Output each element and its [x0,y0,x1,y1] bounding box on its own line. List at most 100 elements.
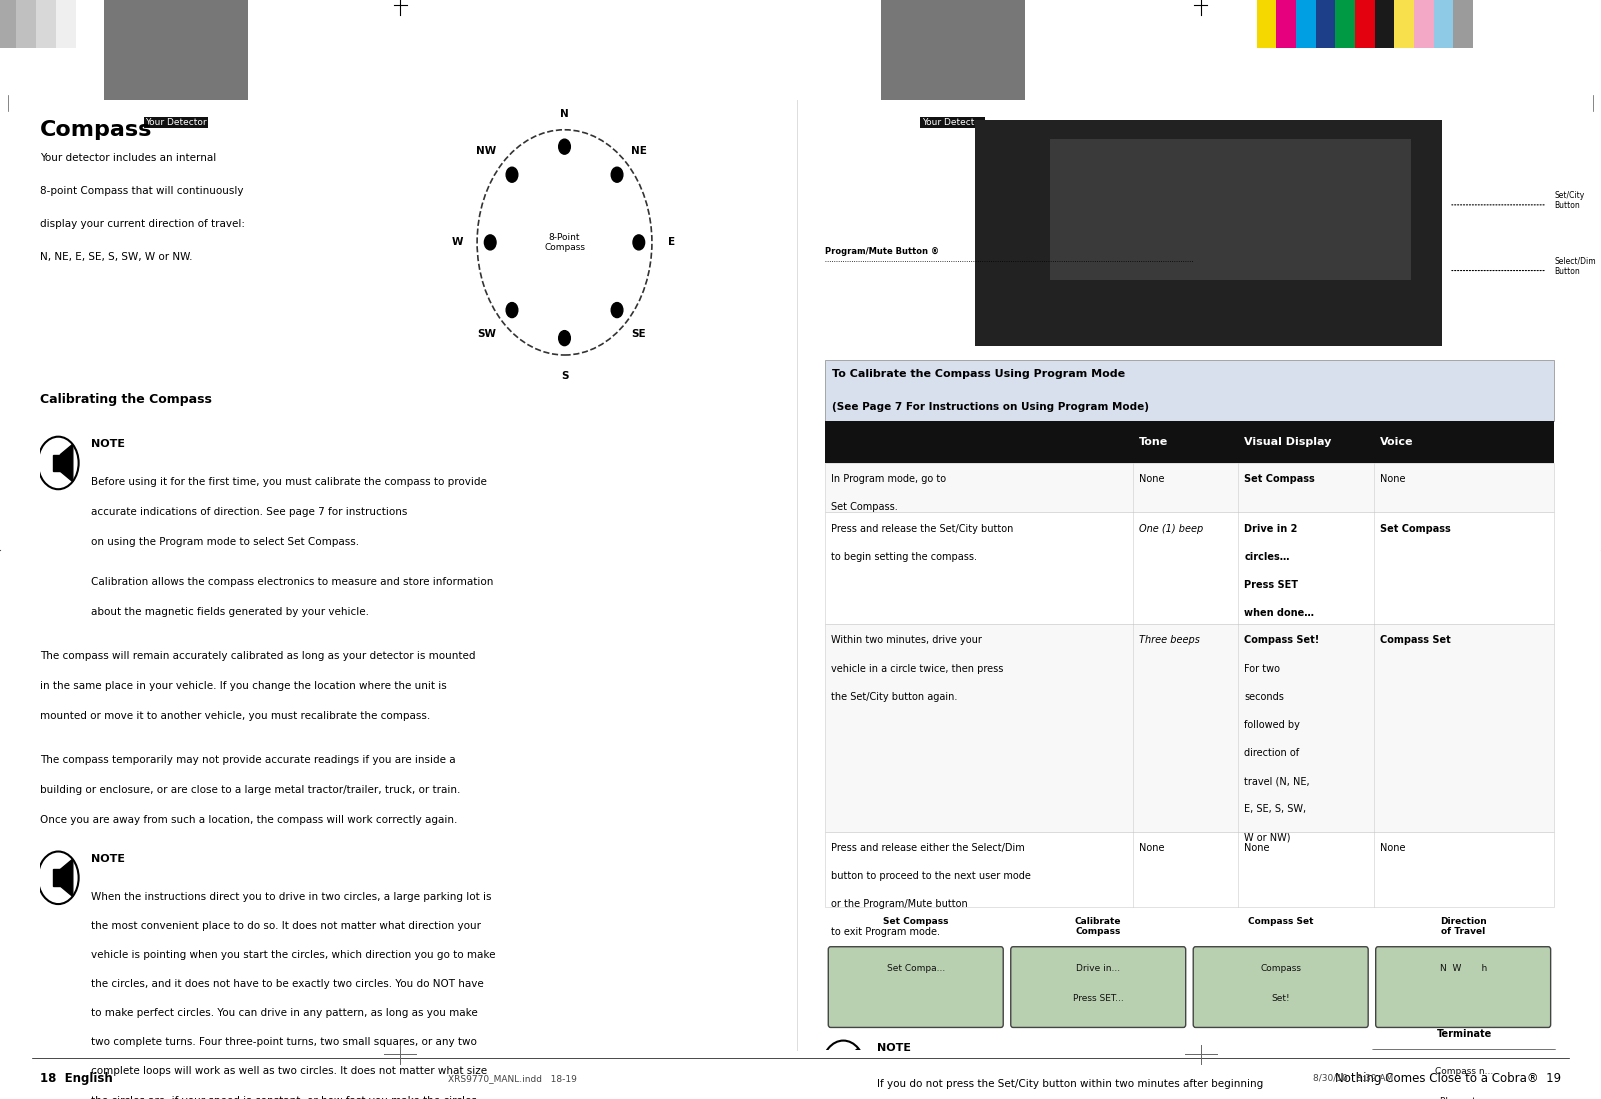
Text: to make perfect circles. You can drive in any pattern, as long as you make: to make perfect circles. You can drive i… [91,1008,477,1019]
Text: seconds: seconds [1244,691,1284,701]
Text: Visual Display: Visual Display [1244,436,1332,447]
Text: W: W [451,237,463,247]
Text: the most convenient place to do so. It does not matter what direction your: the most convenient place to do so. It d… [91,921,480,931]
Text: If you do not press the Set/City button within two minutes after beginning: If you do not press the Set/City button … [877,1079,1263,1089]
Bar [825,832,1555,908]
Text: complete loops will work as well as two circles. It does not matter what size: complete loops will work as well as two … [91,1066,487,1076]
Circle shape [559,140,570,154]
Text: Set/City
Button: Set/City Button [1555,191,1585,210]
Bar [1394,0,1414,48]
Text: NOTE: NOTE [877,1043,911,1054]
Bar [1297,0,1316,48]
Polygon shape [61,444,72,481]
Text: Direction
of Travel: Direction of Travel [1439,917,1487,936]
Text: travel (N, NE,: travel (N, NE, [1244,776,1310,786]
Text: Compass Set: Compass Set [1380,635,1451,645]
Circle shape [559,331,570,345]
Bar [825,421,1555,463]
Text: on using the Program mode to select Set Compass.: on using the Program mode to select Set … [91,537,359,547]
Text: Settings: Settings [264,43,389,69]
Text: XRS9770_MANL.indd   18-19: XRS9770_MANL.indd 18-19 [448,1074,576,1083]
Text: N  W       h: N W h [1439,964,1487,973]
Text: Compass Set!: Compass Set! [1244,635,1319,645]
Text: about the magnetic fields generated by your vehicle.: about the magnetic fields generated by y… [91,607,368,617]
Text: NW: NW [477,146,496,156]
Text: Set Compass: Set Compass [884,917,948,925]
Text: S: S [560,370,568,380]
Text: Press SET...: Press SET... [1073,993,1124,1002]
Text: Calibrating the Compass: Calibrating the Compass [40,392,211,406]
Text: Voice: Voice [1380,436,1414,447]
Bar [35,0,56,48]
Text: W or NW): W or NW) [1244,832,1290,843]
Text: SW: SW [477,329,496,338]
Text: Compass Set: Compass Set [1247,917,1313,925]
Text: button to proceed to the next user mode: button to proceed to the next user mode [831,870,1031,881]
Text: The compass will remain accurately calibrated as long as your detector is mounte: The compass will remain accurately calib… [40,651,475,660]
Text: In Program mode, go to: In Program mode, go to [831,474,946,485]
Text: vehicle in a circle twice, then press: vehicle in a circle twice, then press [831,664,1002,674]
Bar [881,0,1025,100]
Circle shape [612,302,623,318]
FancyBboxPatch shape [828,946,1004,1028]
Bar [1276,0,1297,48]
Bar [825,463,1555,512]
Text: Three beeps: Three beeps [1138,635,1199,645]
Text: 8/30/10   8:39 AM: 8/30/10 8:39 AM [1313,1074,1393,1083]
Bar [1375,0,1394,48]
Text: N: N [560,109,568,119]
Text: accurate indications of direction. See page 7 for instructions: accurate indications of direction. See p… [91,507,407,517]
Text: Press SET: Press SET [1244,580,1298,590]
Circle shape [632,235,645,249]
Text: Drive in 2: Drive in 2 [1244,524,1298,534]
Polygon shape [53,455,61,471]
Text: 8-point ​Compass​ that will continuously: 8-point ​Compass​ that will continuously [40,186,243,196]
Text: For two: For two [1244,664,1281,674]
Text: Before using it for the first time, you must calibrate the compass to provide: Before using it for the first time, you … [91,477,487,487]
Text: Press and release either the Select/Dim: Press and release either the Select/Dim [831,843,1025,853]
Bar [16,0,35,48]
Bar [1257,0,1276,48]
Bar [1354,0,1375,48]
Bar [75,0,96,48]
Text: direction of: direction of [1244,748,1300,758]
Bar [1316,0,1335,48]
Bar [1454,0,1473,48]
Text: (See Page 7 For Instructions on Using Program Mode): (See Page 7 For Instructions on Using Pr… [833,402,1150,412]
FancyBboxPatch shape [1193,946,1369,1028]
Text: One (1) beep: One (1) beep [1138,524,1204,534]
Text: Select/Dim
Button: Select/Dim Button [1555,256,1596,276]
Text: to begin setting the compass.: to begin setting the compass. [831,552,977,562]
Text: display your current direction of travel:: display your current direction of travel… [40,219,245,229]
Text: Program/Mute Button ®: Program/Mute Button ® [825,247,938,256]
Text: Press and release the Set/City button: Press and release the Set/City button [831,524,1013,534]
Text: None: None [1138,474,1164,485]
Text: Drive in...: Drive in... [1076,964,1121,973]
Text: E, SE, S, SW,: E, SE, S, SW, [1244,804,1306,814]
Bar [825,624,1555,832]
Text: two complete turns. Four three-point turns, two small squares, or any two: two complete turns. Four three-point tur… [91,1037,477,1047]
Polygon shape [837,1058,845,1075]
Text: the circles are, if your speed is constant, or how fast you make the circles: the circles are, if your speed is consta… [91,1096,477,1099]
Text: NE: NE [631,146,647,156]
Text: NOTE: NOTE [91,854,125,864]
Text: Settings: Settings [1041,43,1166,69]
Circle shape [612,167,623,182]
Text: When the instructions direct you to drive in two circles, a large parking lot is: When the instructions direct you to driv… [91,892,492,902]
Text: 8-Point
Compass: 8-Point Compass [544,233,584,252]
Text: Once you are away from such a location, the compass will work correctly again.: Once you are away from such a location, … [40,815,458,825]
Bar [1433,0,1454,48]
Polygon shape [845,1048,858,1086]
FancyBboxPatch shape [1372,1050,1556,1099]
FancyBboxPatch shape [1010,946,1186,1028]
Text: the circles, and it does not have to be exactly two circles. You do NOT have: the circles, and it does not have to be … [91,979,484,989]
Text: Tone: Tone [1138,436,1169,447]
Text: None: None [1380,474,1406,485]
Text: Your Detector: Your Detector [922,118,983,127]
Polygon shape [61,859,72,897]
Text: Set Compass.: Set Compass. [831,502,897,512]
Text: building or enclosure, or are close to a large metal tractor/trailer, truck, or : building or enclosure, or are close to a… [40,785,461,795]
Text: in the same place in your vehicle. If you change the location where the unit is: in the same place in your vehicle. If yo… [40,680,447,690]
Text: circles…: circles… [1244,552,1290,562]
Bar [104,0,248,100]
